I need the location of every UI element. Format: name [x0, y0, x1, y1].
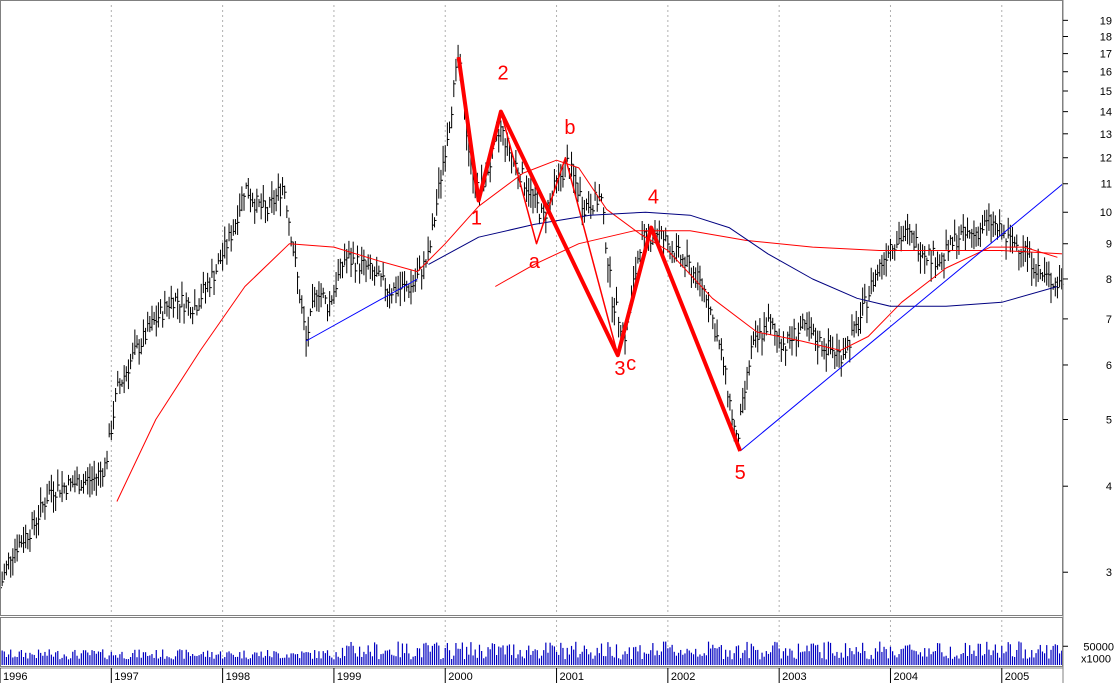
- y-tick-label-13: 13: [1100, 129, 1112, 141]
- elliott-wave-lines: [456, 56, 743, 452]
- wave-label-5: 5: [735, 462, 746, 484]
- wave-label-4: 4: [648, 186, 659, 208]
- y-tick-label-14: 14: [1100, 107, 1112, 119]
- y-tick-label-15: 15: [1100, 86, 1112, 98]
- trendlines: [305, 183, 1064, 452]
- x-tick-label-2001: 2001: [560, 671, 584, 683]
- y-tick-label-8: 8: [1106, 274, 1112, 286]
- trendline-0: [305, 278, 418, 342]
- abc-correction-line: [500, 111, 619, 356]
- trendline-1: [739, 183, 1064, 452]
- y-tick-label-19: 19: [1100, 15, 1112, 27]
- ma-mid-line: [495, 230, 1064, 287]
- y-tick-label-17: 17: [1100, 49, 1112, 61]
- x-tick-label-1996: 1996: [3, 671, 27, 683]
- wave-label-2: 2: [498, 62, 509, 84]
- elliott-wave-line: [456, 56, 743, 452]
- volume-tick-label: 50000: [1083, 641, 1114, 653]
- y-tick-label-10: 10: [1100, 207, 1112, 219]
- x-tick-label-1998: 1998: [226, 671, 250, 683]
- wave-labels: 1 2 3 c 4 5 a b: [471, 62, 746, 484]
- x-tick-label-2000: 2000: [448, 671, 472, 683]
- x-tick-label-2005: 2005: [1005, 671, 1029, 683]
- panel-frames: [0, 0, 1064, 683]
- volume-bars: [0, 641, 1063, 665]
- x-tick-label-2002: 2002: [671, 671, 695, 683]
- x-tick-label-1997: 1997: [114, 671, 138, 683]
- y-tick-label-11: 11: [1101, 179, 1112, 191]
- y-tick-label-9: 9: [1106, 239, 1112, 251]
- price-axis: 3 4 5 6 7 8 9 10 11 12 13 14 15 16 17 18 19: [1063, 15, 1112, 579]
- wave-label-b: b: [564, 117, 575, 139]
- x-tick-label-2004: 2004: [893, 671, 917, 683]
- time-axis: 1996 1997 1998 1999 2000 2001 2002 2003 2004 2005: [0, 667, 1063, 683]
- wave-label-a: a: [529, 251, 541, 273]
- grid-lines: [110, 5, 1003, 665]
- x-tick-label-2003: 2003: [782, 671, 806, 683]
- y-tick-label-18: 18: [1100, 32, 1112, 44]
- ma-short-line: [116, 159, 1058, 502]
- y-tick-label-16: 16: [1100, 67, 1112, 79]
- wave-label-c: c: [626, 353, 636, 375]
- y-tick-label-6: 6: [1106, 360, 1112, 372]
- wave-label-1: 1: [471, 207, 482, 229]
- volume-unit-label: x1000: [1081, 653, 1111, 665]
- y-tick-label-12: 12: [1100, 153, 1112, 165]
- y-tick-label-5: 5: [1106, 414, 1112, 426]
- y-tick-label-4: 4: [1106, 481, 1112, 493]
- y-tick-label-7: 7: [1106, 314, 1112, 326]
- x-tick-label-1999: 1999: [337, 671, 361, 683]
- y-tick-label-3: 3: [1106, 567, 1112, 579]
- wave-label-3: 3: [614, 358, 625, 380]
